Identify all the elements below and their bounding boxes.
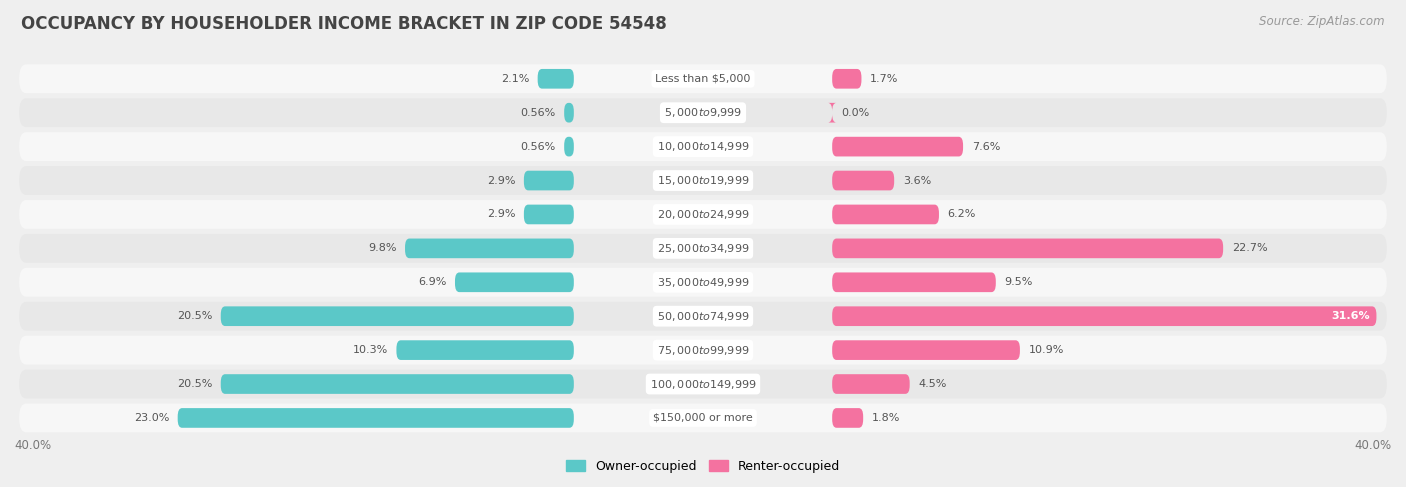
Text: $5,000 to $9,999: $5,000 to $9,999	[664, 106, 742, 119]
FancyBboxPatch shape	[832, 340, 1019, 360]
FancyBboxPatch shape	[832, 171, 894, 190]
FancyBboxPatch shape	[832, 69, 862, 89]
Text: Source: ZipAtlas.com: Source: ZipAtlas.com	[1260, 15, 1385, 28]
FancyBboxPatch shape	[456, 272, 574, 292]
Text: 4.5%: 4.5%	[918, 379, 946, 389]
Text: $100,000 to $149,999: $100,000 to $149,999	[650, 377, 756, 391]
Text: 22.7%: 22.7%	[1232, 244, 1267, 253]
FancyBboxPatch shape	[20, 404, 1386, 432]
FancyBboxPatch shape	[832, 272, 995, 292]
Text: $75,000 to $99,999: $75,000 to $99,999	[657, 344, 749, 356]
FancyBboxPatch shape	[828, 103, 837, 123]
Text: 2.9%: 2.9%	[486, 209, 515, 220]
Text: 7.6%: 7.6%	[972, 142, 1000, 151]
FancyBboxPatch shape	[832, 374, 910, 394]
Text: 9.8%: 9.8%	[368, 244, 396, 253]
FancyBboxPatch shape	[524, 171, 574, 190]
FancyBboxPatch shape	[20, 132, 1386, 161]
FancyBboxPatch shape	[221, 374, 574, 394]
Text: 6.2%: 6.2%	[948, 209, 976, 220]
FancyBboxPatch shape	[177, 408, 574, 428]
FancyBboxPatch shape	[20, 166, 1386, 195]
Text: $150,000 or more: $150,000 or more	[654, 413, 752, 423]
Text: 23.0%: 23.0%	[134, 413, 169, 423]
FancyBboxPatch shape	[832, 137, 963, 156]
Text: 6.9%: 6.9%	[418, 277, 446, 287]
Text: 0.56%: 0.56%	[520, 142, 555, 151]
Text: 9.5%: 9.5%	[1004, 277, 1033, 287]
Text: 31.6%: 31.6%	[1331, 311, 1369, 321]
FancyBboxPatch shape	[20, 336, 1386, 365]
Text: 20.5%: 20.5%	[177, 311, 212, 321]
Text: 10.9%: 10.9%	[1029, 345, 1064, 355]
Text: $50,000 to $74,999: $50,000 to $74,999	[657, 310, 749, 323]
FancyBboxPatch shape	[20, 268, 1386, 297]
Text: Less than $5,000: Less than $5,000	[655, 74, 751, 84]
Text: 40.0%: 40.0%	[14, 439, 51, 452]
FancyBboxPatch shape	[524, 205, 574, 225]
Text: 2.9%: 2.9%	[486, 175, 515, 186]
FancyBboxPatch shape	[832, 306, 1376, 326]
FancyBboxPatch shape	[832, 408, 863, 428]
Text: 10.3%: 10.3%	[353, 345, 388, 355]
FancyBboxPatch shape	[405, 239, 574, 258]
Text: 1.8%: 1.8%	[872, 413, 900, 423]
Text: $15,000 to $19,999: $15,000 to $19,999	[657, 174, 749, 187]
FancyBboxPatch shape	[564, 103, 574, 123]
Text: 0.0%: 0.0%	[841, 108, 869, 118]
FancyBboxPatch shape	[537, 69, 574, 89]
FancyBboxPatch shape	[20, 64, 1386, 93]
Text: $25,000 to $34,999: $25,000 to $34,999	[657, 242, 749, 255]
Text: $35,000 to $49,999: $35,000 to $49,999	[657, 276, 749, 289]
Text: $10,000 to $14,999: $10,000 to $14,999	[657, 140, 749, 153]
FancyBboxPatch shape	[564, 137, 574, 156]
Text: 0.56%: 0.56%	[520, 108, 555, 118]
FancyBboxPatch shape	[396, 340, 574, 360]
FancyBboxPatch shape	[20, 200, 1386, 229]
FancyBboxPatch shape	[221, 306, 574, 326]
FancyBboxPatch shape	[20, 370, 1386, 398]
Text: $20,000 to $24,999: $20,000 to $24,999	[657, 208, 749, 221]
Text: 2.1%: 2.1%	[501, 74, 529, 84]
FancyBboxPatch shape	[832, 239, 1223, 258]
Text: 3.6%: 3.6%	[903, 175, 931, 186]
Text: OCCUPANCY BY HOUSEHOLDER INCOME BRACKET IN ZIP CODE 54548: OCCUPANCY BY HOUSEHOLDER INCOME BRACKET …	[21, 15, 666, 33]
FancyBboxPatch shape	[20, 234, 1386, 263]
FancyBboxPatch shape	[20, 302, 1386, 331]
Text: 1.7%: 1.7%	[870, 74, 898, 84]
Legend: Owner-occupied, Renter-occupied: Owner-occupied, Renter-occupied	[561, 455, 845, 478]
FancyBboxPatch shape	[20, 98, 1386, 127]
Text: 40.0%: 40.0%	[1355, 439, 1392, 452]
FancyBboxPatch shape	[832, 205, 939, 225]
Text: 20.5%: 20.5%	[177, 379, 212, 389]
